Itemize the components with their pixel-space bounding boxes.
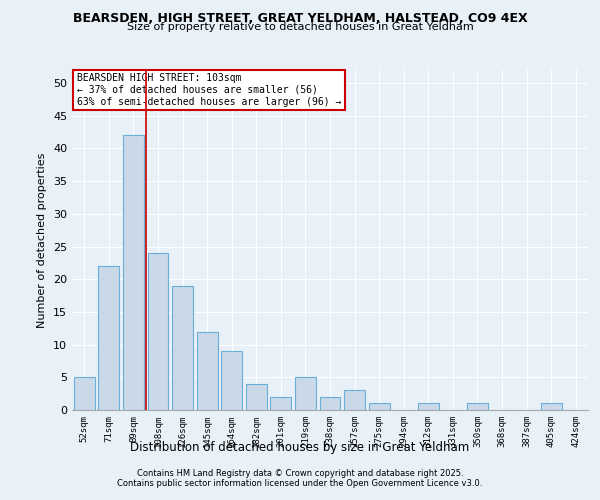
Bar (344, 390, 365, 410)
Bar (295, 378, 316, 410)
Bar (246, 384, 267, 410)
Bar (368, 404, 389, 410)
Bar (123, 136, 144, 410)
Y-axis label: Number of detached properties: Number of detached properties (37, 152, 47, 328)
Bar (541, 404, 562, 410)
Bar (74, 378, 95, 410)
Text: Contains public sector information licensed under the Open Government Licence v3: Contains public sector information licen… (118, 478, 482, 488)
Bar (98, 266, 119, 410)
Bar (418, 404, 439, 410)
Bar (148, 253, 169, 410)
Bar (221, 351, 242, 410)
Text: BEARSDEN HIGH STREET: 103sqm
← 37% of detached houses are smaller (56)
63% of se: BEARSDEN HIGH STREET: 103sqm ← 37% of de… (77, 74, 341, 106)
Text: BEARSDEN, HIGH STREET, GREAT YELDHAM, HALSTEAD, CO9 4EX: BEARSDEN, HIGH STREET, GREAT YELDHAM, HA… (73, 12, 527, 26)
Bar (197, 332, 218, 410)
Text: Distribution of detached houses by size in Great Yeldham: Distribution of detached houses by size … (130, 441, 470, 454)
Bar (467, 404, 488, 410)
Bar (271, 397, 292, 410)
Text: Contains HM Land Registry data © Crown copyright and database right 2025.: Contains HM Land Registry data © Crown c… (137, 468, 463, 477)
Bar (320, 397, 340, 410)
Bar (172, 286, 193, 410)
Text: Size of property relative to detached houses in Great Yeldham: Size of property relative to detached ho… (127, 22, 473, 32)
